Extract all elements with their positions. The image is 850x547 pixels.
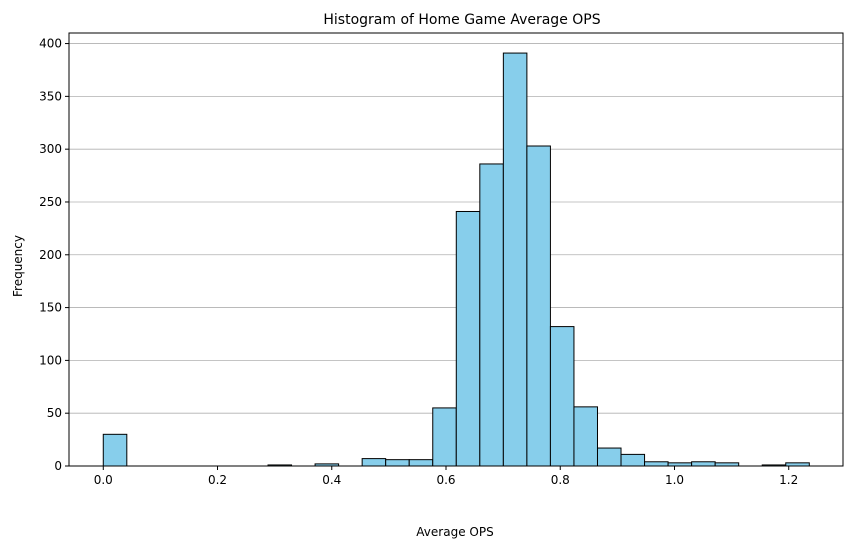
histogram-bar [479, 163, 504, 467]
y-tick-label: 350 [39, 89, 62, 103]
chart-title: Histogram of Home Game Average OPS [323, 12, 600, 28]
bars [102, 52, 810, 467]
x-tick-label: 0.4 [322, 473, 341, 487]
y-axis-title: Frequency [11, 235, 25, 297]
histogram-bar [691, 461, 716, 467]
histogram-bar [455, 210, 481, 467]
histogram-bar [573, 406, 598, 467]
y-tick-label: 100 [39, 353, 62, 367]
histogram-bar [596, 447, 622, 467]
histogram-bar [620, 453, 646, 467]
y-tick-label: 0 [54, 459, 62, 473]
x-axis-title: Average OPS [416, 525, 493, 539]
histogram-bar [432, 407, 457, 467]
y-tick-label: 150 [39, 301, 62, 315]
x-tick-label: 0.8 [551, 473, 570, 487]
y-tick-label: 400 [39, 37, 62, 51]
plot-frame [68, 32, 844, 467]
histogram-bar [644, 461, 669, 467]
histogram-bar [526, 145, 551, 467]
x-tick-label: 1.0 [665, 473, 684, 487]
histogram-bar [361, 458, 387, 467]
histogram-bar [385, 459, 410, 467]
y-tick-label: 250 [39, 195, 62, 209]
x-axis-ticks: 0.0 0.2 0.4 0.6 0.8 1.0 1.2 [94, 466, 798, 487]
y-tick-label: 200 [39, 248, 62, 262]
y-tick-label: 50 [47, 406, 62, 420]
histogram-bar [408, 459, 434, 467]
histogram-bar [502, 52, 528, 467]
x-tick-label: 0.0 [94, 473, 113, 487]
y-axis-ticks: 0 50 100 150 200 250 300 350 400 [39, 37, 69, 473]
x-tick-label: 0.6 [436, 473, 455, 487]
histogram-bar [102, 433, 128, 467]
histogram-bar [549, 326, 575, 467]
x-tick-label: 0.2 [208, 473, 227, 487]
x-tick-label: 1.2 [779, 473, 798, 487]
y-tick-label: 300 [39, 142, 62, 156]
